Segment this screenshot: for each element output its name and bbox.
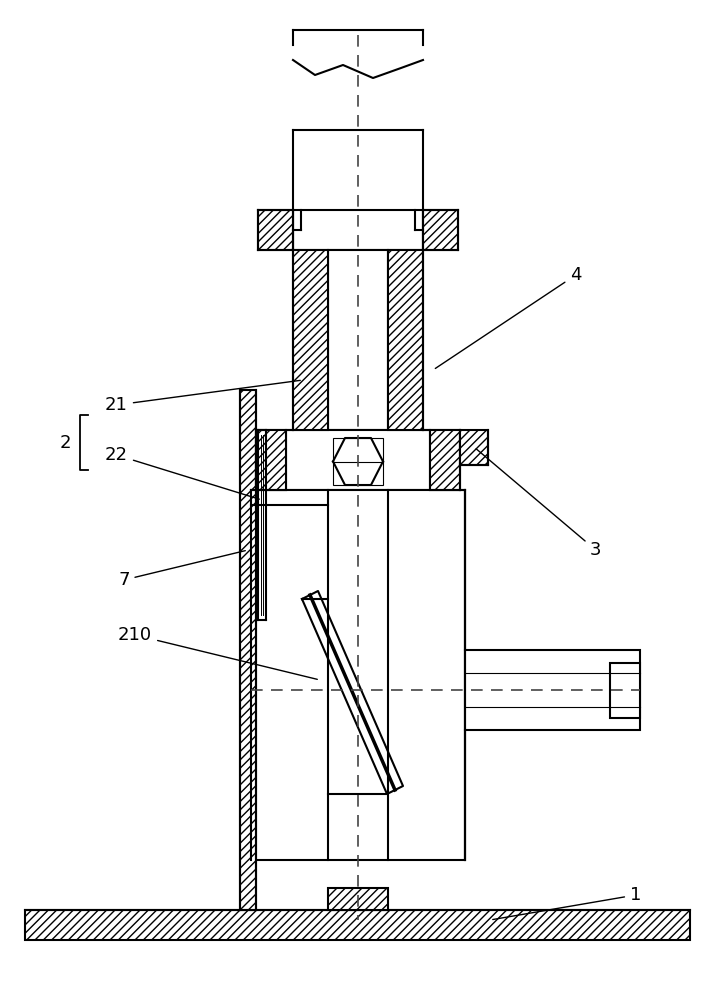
- Bar: [240, 390, 256, 910]
- Bar: [293, 210, 423, 250]
- Bar: [460, 430, 488, 465]
- Bar: [430, 430, 460, 490]
- Bar: [258, 210, 293, 250]
- Bar: [423, 210, 458, 250]
- Text: 2: 2: [59, 434, 71, 452]
- Text: 7: 7: [118, 551, 245, 589]
- Text: 210: 210: [118, 626, 317, 679]
- Text: 3: 3: [476, 449, 601, 559]
- Bar: [25, 910, 690, 940]
- Bar: [256, 430, 286, 490]
- Bar: [333, 438, 383, 485]
- Bar: [286, 430, 430, 490]
- Text: 22: 22: [105, 446, 260, 499]
- Text: 21: 21: [105, 380, 300, 414]
- Text: 1: 1: [493, 886, 641, 920]
- Bar: [388, 250, 423, 430]
- Bar: [610, 663, 640, 718]
- Text: 4: 4: [435, 266, 581, 368]
- Bar: [465, 650, 640, 730]
- Bar: [328, 250, 388, 430]
- Bar: [251, 490, 465, 860]
- Bar: [328, 888, 388, 910]
- Bar: [293, 250, 328, 430]
